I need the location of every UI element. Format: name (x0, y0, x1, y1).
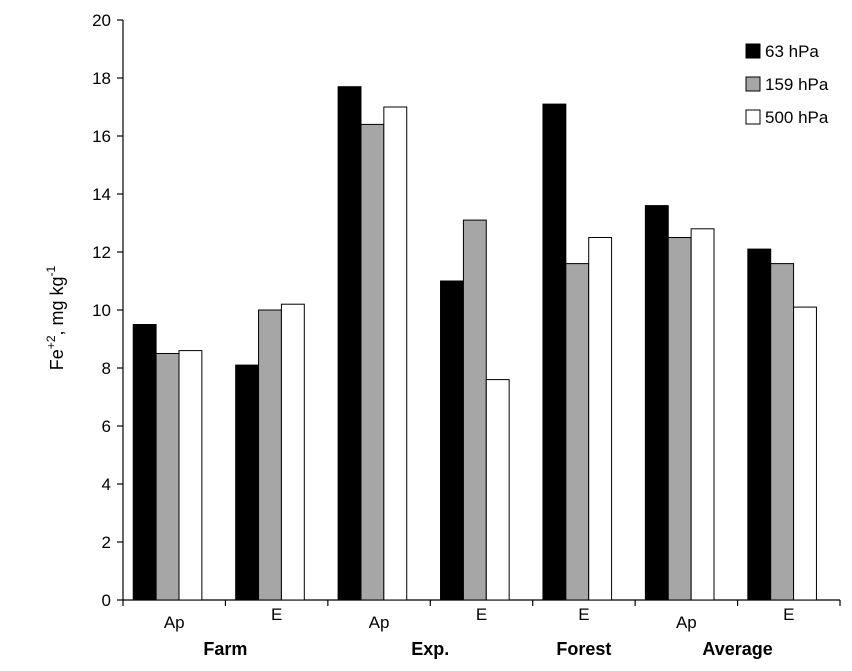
legend-swatch (745, 76, 761, 92)
x-group-label: Forest (556, 639, 611, 659)
y-tick-label: 12 (92, 243, 111, 262)
y-tick-label: 14 (92, 185, 111, 204)
y-ticks: 0 2 4 6 8 10 12 14 16 18 20 (92, 11, 123, 610)
bar-500-hpa (485, 379, 510, 601)
y-tick-label: 18 (92, 69, 111, 88)
x-group-label: Exp. (411, 639, 449, 659)
legend-swatch (745, 43, 761, 59)
bar-159-hpa (155, 353, 180, 601)
bar-63-hpa (747, 248, 772, 601)
bar-500-hpa (280, 303, 305, 601)
bar-159-hpa (667, 237, 692, 601)
x-category-label: Ap (164, 613, 185, 632)
y-tick-label: 20 (92, 11, 111, 30)
bar-63-hpa (542, 103, 567, 601)
legend-swatch (745, 109, 761, 125)
y-tick-label: 0 (102, 591, 111, 610)
bar-500-hpa (588, 237, 613, 601)
legend-label: 63 hPa (765, 42, 819, 61)
y-tick-label: 6 (102, 417, 111, 436)
bar-159-hpa (462, 219, 487, 601)
legend-label: 500 hPa (765, 108, 829, 127)
bar-159-hpa (770, 263, 795, 601)
bar-159-hpa (360, 123, 385, 601)
bar-500-hpa (690, 228, 715, 601)
y-tick-label: 4 (102, 475, 111, 494)
y-tick-label: 16 (92, 127, 111, 146)
y-tick-label: 8 (102, 359, 111, 378)
x-category-label: E (578, 605, 589, 624)
bar-63-hpa (337, 86, 362, 601)
bar-63-hpa (132, 324, 157, 601)
bar-63-hpa (644, 205, 669, 601)
x-category-label: Ap (676, 613, 697, 632)
x-category-label: E (271, 605, 282, 624)
y-tick-label: 2 (102, 533, 111, 552)
x-category-label: Ap (369, 613, 390, 632)
bars (132, 86, 817, 601)
bar-63-hpa (235, 364, 260, 601)
bar-159-hpa (565, 263, 590, 601)
legend-label: 159 hPa (765, 75, 829, 94)
legend: 63 hPa 159 hPa 500 hPa (745, 42, 829, 127)
bar-63-hpa (440, 280, 464, 601)
bar-159-hpa (258, 309, 282, 601)
bar-500-hpa (178, 350, 203, 601)
bar-500-hpa (793, 306, 817, 601)
x-category-labels: Ap E Ap E E Ap E Farm Exp. Forest Average (164, 605, 795, 659)
x-group-label: Farm (203, 639, 247, 659)
y-axis-label: Fe+2, mg kg-1 (44, 265, 67, 370)
bar-500-hpa (383, 106, 408, 601)
x-category-label: E (783, 605, 794, 624)
x-category-label: E (476, 605, 487, 624)
x-group-label: Average (702, 639, 772, 659)
y-tick-label: 10 (92, 301, 111, 320)
